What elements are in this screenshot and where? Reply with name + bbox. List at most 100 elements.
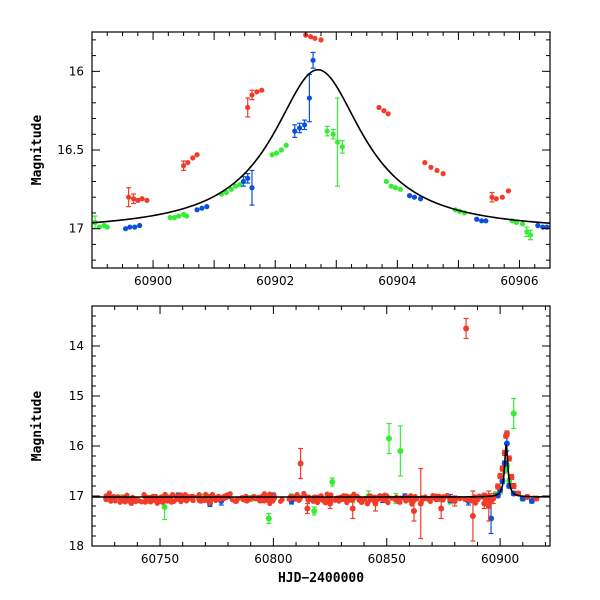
green-data-point xyxy=(339,144,345,150)
y-tick-label: 17 xyxy=(69,222,84,236)
red-data-point xyxy=(469,513,476,519)
red-data-point xyxy=(297,460,304,467)
red-data-point xyxy=(494,483,501,490)
green-data-point xyxy=(324,128,330,134)
model-curve xyxy=(92,68,550,225)
red-data-point xyxy=(508,474,515,480)
blue-data-point xyxy=(479,218,485,224)
baseline-point xyxy=(108,498,114,504)
green-data-point xyxy=(223,189,229,196)
red-data-point xyxy=(130,196,137,202)
blue-data-point xyxy=(204,204,210,210)
blue-data-point xyxy=(245,175,251,181)
baseline-point xyxy=(435,496,441,502)
y-tick-label: 16.5 xyxy=(57,143,84,157)
red-data-point xyxy=(308,34,314,40)
blue-data-point xyxy=(503,440,510,447)
baseline-point xyxy=(203,491,209,498)
baseline-point xyxy=(472,498,479,505)
baseline-point xyxy=(246,496,252,503)
top-lightcurve-panel: 60900 60902 60904 60906 16 16.5 17 Magnitude xyxy=(30,31,551,288)
bottom-panel-ylabel: Magnitude xyxy=(30,391,45,462)
baseline-point xyxy=(270,498,276,504)
y-tick-label: 16 xyxy=(69,64,84,78)
baseline-point xyxy=(294,491,300,498)
red-data-point xyxy=(181,163,187,169)
x-tick-label: 60900 xyxy=(134,274,172,288)
green-data-point xyxy=(171,215,178,221)
baseline-point xyxy=(462,496,468,503)
baseline-point xyxy=(117,495,123,501)
baseline-point xyxy=(380,496,387,502)
blue-data-point xyxy=(199,205,205,211)
top-panel-frame xyxy=(91,31,551,269)
green-data-point xyxy=(383,178,389,185)
baseline-point xyxy=(267,491,273,497)
green-data-point xyxy=(397,448,404,454)
red-data-point xyxy=(503,430,510,437)
baseline-point xyxy=(266,498,272,504)
baseline-point xyxy=(209,491,216,498)
blue-data-point xyxy=(494,492,501,499)
red-data-point xyxy=(434,167,440,174)
y-tick-label: 18 xyxy=(69,539,84,553)
baseline-point xyxy=(305,497,311,503)
blue-data-point xyxy=(301,122,308,128)
top-panel-marks xyxy=(92,32,550,241)
blue-data-point xyxy=(488,515,495,522)
x-tick-label: 60850 xyxy=(368,552,406,566)
red-data-point xyxy=(349,505,356,512)
green-data-point xyxy=(167,215,173,221)
blue-data-point xyxy=(417,196,424,202)
green-data-point xyxy=(388,183,394,189)
baseline-point xyxy=(482,497,489,503)
green-data-point xyxy=(232,183,239,189)
blue-data-point xyxy=(310,57,316,63)
red-data-point xyxy=(259,87,265,93)
baseline-point xyxy=(364,501,371,507)
baseline-point xyxy=(138,499,145,505)
green-data-point xyxy=(330,131,336,137)
green-data-point xyxy=(104,224,110,230)
red-data-point xyxy=(505,188,512,194)
green-data-point xyxy=(269,152,275,158)
red-data-point xyxy=(254,89,260,95)
bottom-panel-xlabel: HJD−2400000 xyxy=(278,571,364,586)
red-data-point xyxy=(463,325,470,332)
blue-data-point xyxy=(306,95,312,101)
baseline-point xyxy=(396,499,402,505)
red-data-point xyxy=(410,508,417,514)
green-data-point xyxy=(273,150,280,156)
blue-data-point xyxy=(411,194,418,200)
baseline-point xyxy=(315,498,321,505)
y-tick-label: 17 xyxy=(69,489,84,503)
red-data-point xyxy=(312,35,318,41)
red-data-point xyxy=(499,194,505,200)
green-data-point xyxy=(161,504,168,510)
green-data-point xyxy=(392,185,399,191)
blue-data-point xyxy=(535,222,541,229)
green-data-point xyxy=(329,479,336,485)
green-data-point xyxy=(386,435,393,442)
red-data-point xyxy=(144,197,150,203)
red-data-point xyxy=(489,194,495,200)
x-tick-label: 60904 xyxy=(378,274,416,288)
baseline-point xyxy=(279,497,285,503)
blue-data-point xyxy=(132,224,138,230)
green-data-point xyxy=(397,186,403,192)
red-data-point xyxy=(126,194,132,200)
baseline-point xyxy=(418,499,424,505)
green-data-point xyxy=(283,142,289,148)
red-data-point xyxy=(190,155,196,161)
bottom-panel-ticks: 60750 60800 60850 60900 14 15 16 17 18 xyxy=(69,305,550,566)
red-data-point xyxy=(493,196,499,202)
red-data-point xyxy=(438,505,445,512)
top-panel-ticks: 60900 60902 60904 60906 16 16.5 17 xyxy=(57,32,551,288)
red-data-point xyxy=(194,152,200,158)
baseline-point xyxy=(141,492,147,498)
blue-data-point xyxy=(474,216,480,222)
baseline-point xyxy=(257,498,263,504)
red-data-point xyxy=(304,505,311,512)
x-tick-label: 60900 xyxy=(481,552,519,566)
baseline-point xyxy=(124,498,131,504)
